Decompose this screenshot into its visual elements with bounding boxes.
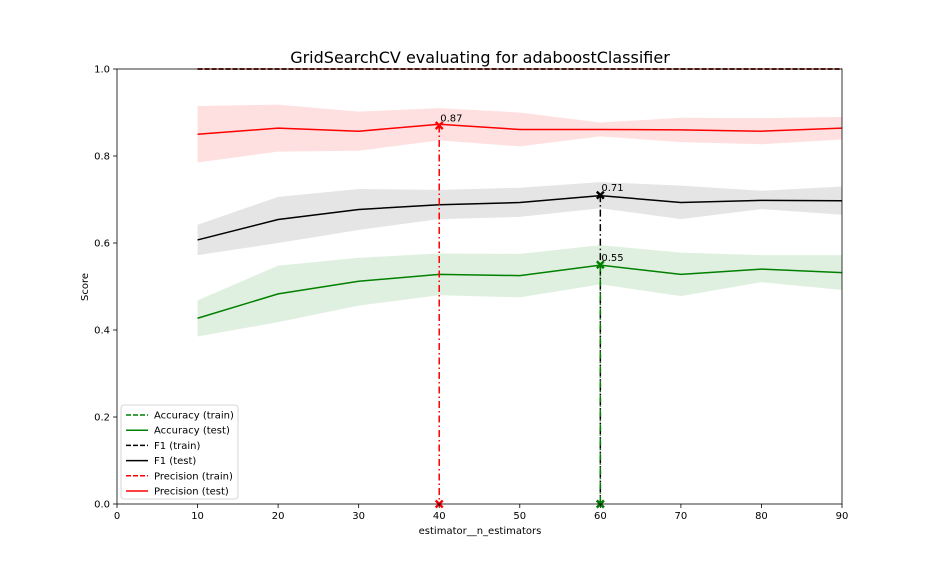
legend-label-0: Accuracy (train) [154,411,234,422]
series-band-1 [197,245,843,337]
chart-title: GridSearchCV evaluating for adaboostClas… [290,48,670,67]
plot-frame [116,68,843,505]
x-tick-label-7: 70 [675,511,688,522]
legend-label-1: Accuracy (test) [154,426,230,437]
x-axis-label: estimator__n_estimators [419,526,542,537]
series-band-3 [197,182,843,256]
y-tick-label-4: 0.8 [94,152,110,163]
legend-box [120,404,239,500]
series-line-3 [197,194,843,241]
x-tick-label-0: 0 [114,511,120,522]
x-tick-label-9: 90 [836,511,849,522]
y-tick-label-2: 0.4 [94,326,110,337]
x-tick-label-5: 50 [513,511,526,522]
best-marker-2-stroke-b [595,260,605,270]
legend-label-4: Precision (train) [154,471,233,482]
best-label-1: 0.71 [601,183,623,194]
legend-label-5: Precision (test) [154,487,229,498]
best-label-0: 0.87 [440,114,462,125]
series-line-1 [197,264,843,319]
x-tick-label-2: 20 [272,511,285,522]
legend-label-2: F1 (train) [154,441,200,452]
y-tick-label-5: 1.0 [94,65,110,76]
series-line-5 [197,123,843,135]
x-tick-label-1: 10 [191,511,204,522]
x-tick-label-8: 80 [755,511,768,522]
y-tick-label-1: 0.2 [94,413,110,424]
y-axis-label: Score [80,273,91,301]
series-band-5 [197,104,843,163]
y-tick-label-3: 0.6 [94,239,110,250]
x-tick-label-3: 30 [352,511,365,522]
best-marker-2 [595,260,605,270]
best-marker-1 [595,190,605,200]
x-tick-label-6: 60 [594,511,607,522]
y-tick-label-0: 0.0 [94,500,110,511]
legend-label-3: F1 (test) [154,456,196,467]
best-marker-0-stroke-b [434,121,444,130]
best-label-2: 0.55 [601,253,623,264]
best-marker-1-stroke-b [595,190,605,200]
x-tick-label-4: 40 [433,511,446,522]
best-marker-0 [434,121,444,130]
